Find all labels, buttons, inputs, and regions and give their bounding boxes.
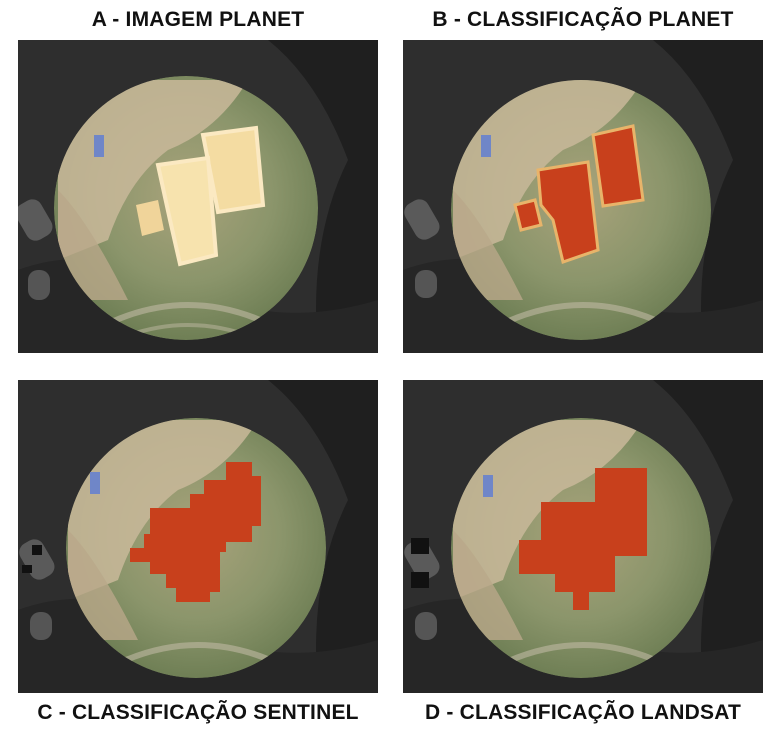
panel-d-title: D - CLASSIFICAÇÃO LANDSAT — [403, 701, 763, 725]
panel-c-image — [18, 380, 378, 693]
classified-area — [515, 200, 541, 230]
landsat-classification-map — [403, 380, 763, 693]
panel-b-image — [403, 40, 763, 353]
panel-c-title: C - CLASSIFICAÇÃO SENTINEL — [18, 701, 378, 725]
pool-icon — [481, 135, 491, 157]
pool-icon — [94, 135, 104, 157]
panel-d-image — [403, 380, 763, 693]
planet-image-map — [18, 40, 378, 353]
panel-a-image — [18, 40, 378, 353]
pool-icon — [483, 475, 493, 497]
planet-classification-map — [403, 40, 763, 353]
pool-icon — [90, 472, 100, 494]
classified-area — [593, 126, 643, 206]
panel-b-title: B - CLASSIFICAÇÃO PLANET — [403, 8, 763, 32]
panel-a-title: A - IMAGEM PLANET — [18, 8, 378, 32]
sentinel-classification-map — [18, 380, 378, 693]
